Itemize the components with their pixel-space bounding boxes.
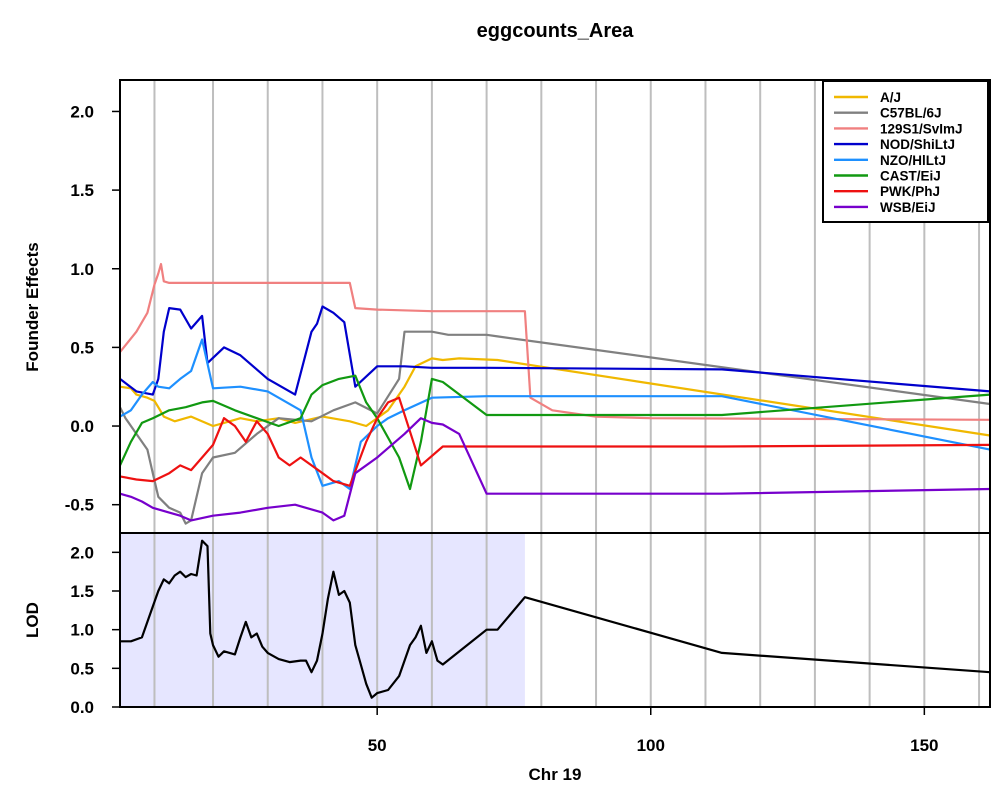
legend-entry: NOD/ShiLtJ (880, 137, 955, 152)
lod-series-line (120, 539, 991, 699)
series-line-pwk-phj (119, 396, 991, 487)
y-tick-label: 1.0 (70, 260, 94, 279)
series-line-wsb-eij (119, 417, 991, 522)
legend-entry: C57BL/6J (880, 106, 942, 121)
series-line-nod-shiltj (119, 305, 991, 396)
x-tick-label: 150 (910, 736, 938, 755)
top-series-lines (119, 262, 991, 525)
xlabel: Chr 19 (529, 765, 582, 784)
bottom-ylabel: LOD (23, 602, 42, 638)
y-tick-label: 1.5 (70, 181, 94, 200)
chart-title: eggcounts_Area (477, 20, 635, 42)
series-line-a-j (119, 357, 991, 437)
y-tick-label: 2.0 (70, 102, 94, 121)
series-line-nzo-hlltj (119, 338, 991, 491)
x-tick-label: 100 (637, 736, 665, 755)
legend-entry: 129S1/SvImJ (880, 121, 963, 136)
legend-entry: NZO/HlLtJ (880, 153, 946, 168)
legend-entry: WSB/EiJ (880, 200, 936, 215)
legend: A/JC57BL/6J129S1/SvImJNOD/ShiLtJNZO/HlLt… (822, 80, 989, 223)
series-line-129s1-svimj (119, 262, 991, 421)
top-y-ticks: 2.0 1.5 1.0 0.5 0.0 -0.5 (65, 102, 120, 515)
series-line-lod (120, 539, 991, 699)
series-line-c57bl-6j (119, 330, 991, 525)
y-tick-label: 0.0 (70, 417, 94, 436)
legend-box (822, 80, 989, 223)
legend-entry: PWK/PhJ (880, 184, 940, 199)
top-ylabel: Founder Effects (23, 242, 42, 371)
y-tick-label: 1.5 (70, 582, 94, 601)
legend-entry: A/J (880, 90, 901, 105)
y-tick-label: 0.5 (70, 659, 94, 678)
series-line-cast-eij (119, 374, 991, 491)
y-tick-label: -0.5 (65, 496, 94, 515)
y-tick-label: 2.0 (70, 543, 94, 562)
y-tick-label: 0.0 (70, 698, 94, 717)
legend-entry: CAST/EiJ (880, 169, 941, 184)
x-ticks: 50 100 150 (368, 707, 939, 755)
grid-lines (153, 80, 981, 707)
bottom-plot-frame (119, 532, 991, 708)
y-tick-label: 1.0 (70, 621, 94, 640)
x-tick-label: 50 (368, 736, 387, 755)
bottom-y-ticks: 2.0 1.5 1.0 0.5 0.0 (70, 543, 120, 717)
y-tick-label: 0.5 (70, 338, 94, 357)
